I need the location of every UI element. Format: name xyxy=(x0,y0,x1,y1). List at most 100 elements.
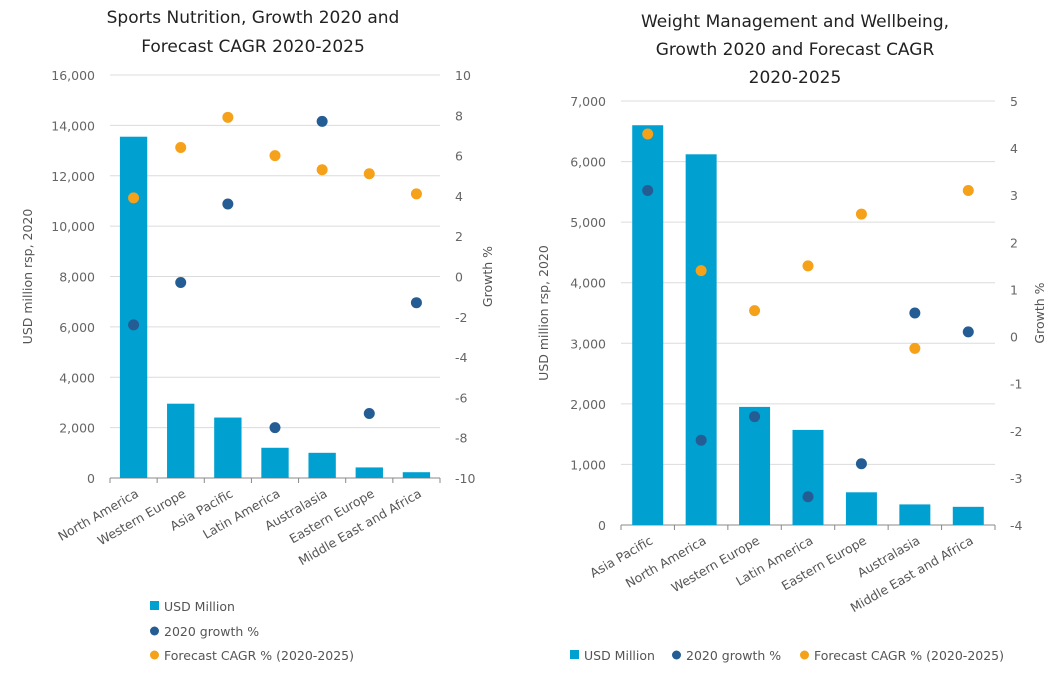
legend-dot-marker xyxy=(150,650,159,660)
y-axis-title: USD million rsp, 2020 xyxy=(536,245,551,381)
y-tick-label: 3,000 xyxy=(570,336,606,351)
x-category-label: Western Europe xyxy=(669,532,763,595)
y2-tick-label: -1 xyxy=(1010,377,1022,392)
y2-tick-label: 10 xyxy=(455,68,471,83)
dot-forecast-cagr xyxy=(222,111,234,123)
dot-forecast-cagr xyxy=(802,260,814,272)
y-tick-label: 10,000 xyxy=(51,219,95,234)
bar-usd-million xyxy=(685,154,717,525)
dot-forecast-cagr xyxy=(642,128,654,140)
chart-title-line: Sports Nutrition, Growth 2020 and xyxy=(107,8,400,28)
bar-usd-million xyxy=(792,429,824,525)
dot-2020-growth xyxy=(962,326,974,338)
dot-2020-growth xyxy=(316,115,328,127)
y2-tick-label: -8 xyxy=(455,431,468,446)
dot-2020-growth xyxy=(802,491,814,503)
chart-title-line: Growth 2020 and Forecast CAGR xyxy=(656,40,935,60)
y2-tick-label: 1 xyxy=(1010,282,1018,297)
legend-dot-marker xyxy=(672,650,681,660)
bar-usd-million xyxy=(308,452,336,478)
y-tick-label: 4,000 xyxy=(59,370,95,385)
dot-2020-growth xyxy=(695,434,707,446)
bar-usd-million xyxy=(214,417,242,478)
y2-tick-label: 8 xyxy=(455,108,463,123)
dot-2020-growth xyxy=(175,277,187,289)
y2-axis-title: Growth % xyxy=(1032,282,1047,343)
y2-tick-label: -4 xyxy=(455,350,468,365)
y-tick-label: 6,000 xyxy=(570,155,606,170)
dot-forecast-cagr xyxy=(363,168,375,180)
dot-forecast-cagr xyxy=(316,164,328,176)
dot-2020-growth xyxy=(855,458,867,470)
y2-tick-label: -6 xyxy=(455,390,468,405)
y2-tick-label: 5 xyxy=(1010,94,1018,109)
dot-forecast-cagr xyxy=(175,142,187,154)
dot-2020-growth xyxy=(909,307,921,319)
y2-tick-label: -2 xyxy=(1010,424,1022,439)
y-tick-label: 2,000 xyxy=(59,421,95,436)
legend-label: USD Million xyxy=(584,648,655,663)
bar-usd-million xyxy=(952,506,984,525)
dot-forecast-cagr xyxy=(749,305,761,317)
legend-dot-marker xyxy=(150,626,159,636)
weight-management-chart: Weight Management and Wellbeing, Growth 2… xyxy=(536,12,1047,663)
dot-2020-growth xyxy=(749,411,761,423)
dot-forecast-cagr xyxy=(962,185,974,197)
chart-title-line: Weight Management and Wellbeing, xyxy=(641,12,949,32)
bar-usd-million xyxy=(899,504,931,525)
dot-2020-growth xyxy=(128,319,140,331)
y-tick-label: 4,000 xyxy=(570,276,606,291)
chart-title-line: Forecast CAGR 2020-2025 xyxy=(141,37,365,57)
legend-label: USD Million xyxy=(164,599,235,614)
y2-tick-label: 6 xyxy=(455,149,463,164)
legend-label: Forecast CAGR % (2020-2025) xyxy=(164,648,354,663)
y2-tick-label: -2 xyxy=(455,310,467,325)
dot-2020-growth xyxy=(222,198,234,210)
bar-usd-million xyxy=(261,447,289,478)
legend-label: Forecast CAGR % (2020-2025) xyxy=(814,648,1004,663)
y-tick-label: 6,000 xyxy=(59,320,95,335)
y-tick-label: 12,000 xyxy=(51,169,95,184)
dot-forecast-cagr xyxy=(410,188,422,200)
bar-usd-million xyxy=(739,406,771,525)
dot-forecast-cagr xyxy=(909,342,921,354)
bar-usd-million xyxy=(355,467,383,478)
y2-tick-label: 0 xyxy=(1010,330,1018,345)
y-tick-label: 0 xyxy=(87,471,95,486)
bar-usd-million xyxy=(402,472,431,478)
y2-tick-label: -10 xyxy=(455,471,475,486)
dot-forecast-cagr xyxy=(855,208,867,220)
dot-2020-growth xyxy=(363,408,375,420)
y-tick-label: 1,000 xyxy=(570,457,606,472)
dot-2020-growth xyxy=(642,185,654,197)
y-tick-label: 16,000 xyxy=(51,68,95,83)
dot-2020-growth xyxy=(269,422,281,434)
legend-bar-marker xyxy=(150,601,159,610)
legend-label: 2020 growth % xyxy=(164,624,259,639)
chart-title-line: 2020-2025 xyxy=(749,68,842,88)
y2-tick-label: 0 xyxy=(455,270,463,285)
bar-usd-million xyxy=(119,136,148,478)
legend-bar-marker xyxy=(570,650,579,659)
sports-nutrition-chart: Sports Nutrition, Growth 2020 and Forecas… xyxy=(20,8,495,663)
bar-usd-million xyxy=(845,492,877,525)
y2-tick-label: -3 xyxy=(1010,471,1022,486)
dot-forecast-cagr xyxy=(269,150,281,162)
dot-forecast-cagr xyxy=(128,192,140,204)
y2-tick-label: 4 xyxy=(455,189,463,204)
y2-tick-label: 3 xyxy=(1010,188,1018,203)
y2-tick-label: 2 xyxy=(455,229,463,244)
dot-forecast-cagr xyxy=(695,265,707,277)
bar-usd-million xyxy=(167,403,195,478)
legend-label: 2020 growth % xyxy=(686,648,781,663)
y-tick-label: 7,000 xyxy=(570,94,606,109)
y-tick-label: 2,000 xyxy=(570,397,606,412)
y2-axis-title: Growth % xyxy=(480,246,495,307)
y-tick-label: 0 xyxy=(598,518,606,533)
y-tick-label: 14,000 xyxy=(51,118,95,133)
legend-dot-marker xyxy=(800,650,809,660)
y2-tick-label: 2 xyxy=(1010,235,1018,250)
y2-tick-label: 4 xyxy=(1010,141,1018,156)
y-tick-label: 8,000 xyxy=(59,270,95,285)
